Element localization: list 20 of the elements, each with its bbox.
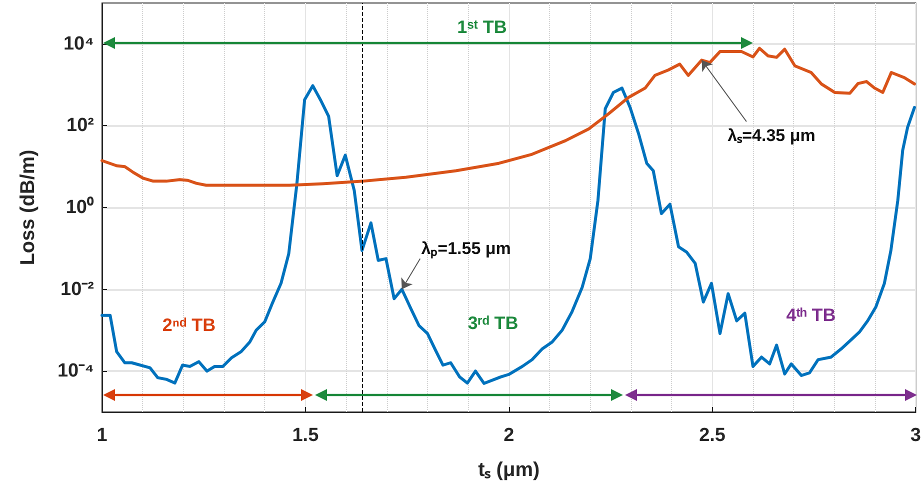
annotation: λₛ=4.35 μm <box>728 126 816 146</box>
x-tick-label: 2.5 <box>699 425 726 446</box>
annotation: 1ˢᵗ TB <box>457 17 507 37</box>
annotation: 4ᵗʰ TB <box>786 305 836 325</box>
line-series <box>100 84 916 385</box>
annotation: 2ⁿᵈ TB <box>162 315 216 335</box>
x-tick-label: 1.5 <box>292 425 320 446</box>
line-series <box>100 46 916 187</box>
y-tick-label: 10⁻⁴ <box>57 360 94 382</box>
y-tick-label: 10² <box>66 115 94 136</box>
x-axis-title: tₛ (μm) <box>478 459 540 481</box>
x-tick-label: 1 <box>96 425 108 446</box>
y-tick-label: 10⁻² <box>60 278 94 300</box>
x-tick-label: 2 <box>504 425 514 446</box>
y-axis-title: Loss (dB/m) <box>17 150 39 266</box>
x-tick-label: 3 <box>910 425 922 446</box>
annotation: λₚ=1.55 μm <box>421 238 511 259</box>
y-tick-label: 10⁴ <box>63 33 94 54</box>
annotation: 3ʳᵈ TB <box>468 313 518 333</box>
y-tick-label: 10⁰ <box>66 196 94 218</box>
